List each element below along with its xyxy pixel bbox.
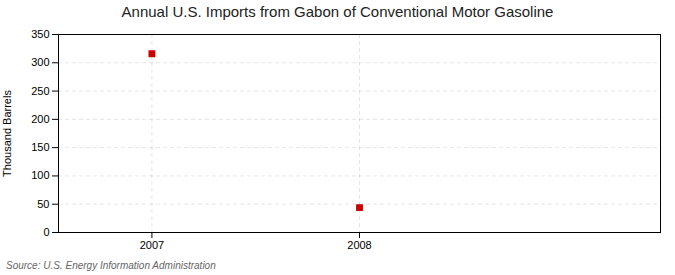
svg-text:0: 0 [43,226,49,238]
svg-text:100: 100 [31,169,49,181]
svg-text:200: 200 [31,113,49,125]
svg-text:300: 300 [31,56,49,68]
svg-text:Thousand Barrels: Thousand Barrels [1,90,13,177]
svg-text:350: 350 [31,28,49,40]
svg-text:2008: 2008 [347,239,371,251]
svg-text:50: 50 [37,198,49,210]
svg-text:150: 150 [31,141,49,153]
svg-text:2007: 2007 [140,239,164,251]
html-text:Annual U.S. Imports from Gabon: Annual U.S. Imports from Gabon of Conven… [121,3,554,20]
svg-text:250: 250 [31,85,49,97]
html-text:Source: U.S. Energy Informatio: Source: U.S. Energy Information Administ… [6,260,216,271]
